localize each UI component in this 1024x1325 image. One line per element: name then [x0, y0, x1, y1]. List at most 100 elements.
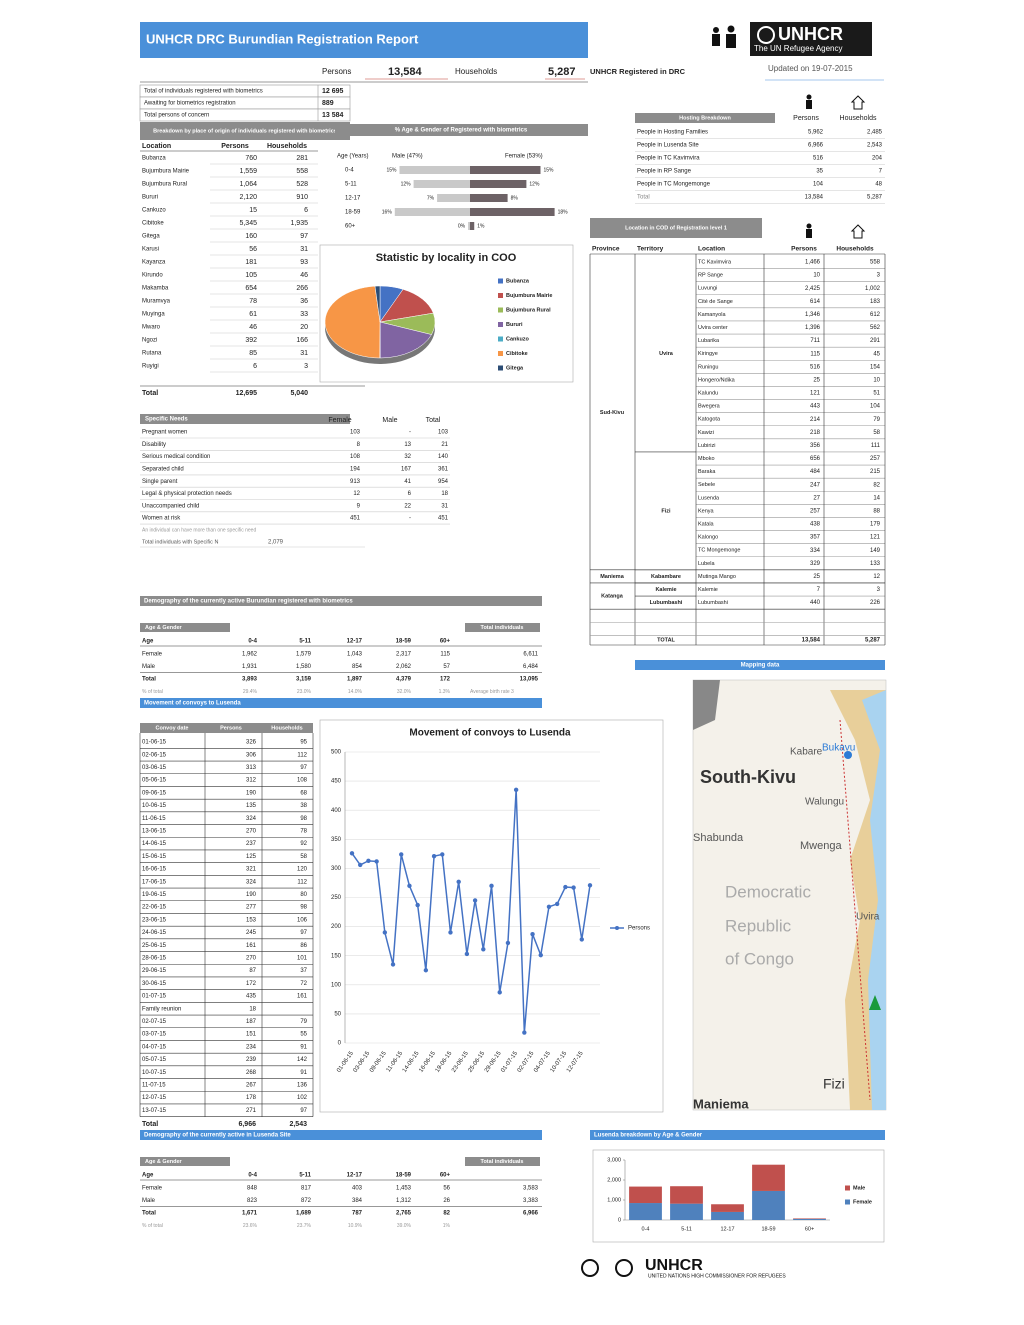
label: Karusi [142, 247, 159, 253]
label: 848 [247, 1186, 258, 1192]
legend-swatch [498, 351, 503, 356]
label: 101 [297, 955, 308, 961]
label: 18 [249, 1006, 256, 1012]
bar-segment [670, 1186, 703, 1204]
label: 22-06-15 [142, 905, 167, 911]
label: 41 [404, 479, 411, 485]
label: 97 [300, 233, 308, 240]
label: 516 [810, 364, 821, 370]
label: 8 [357, 442, 361, 448]
label: 516 [813, 156, 824, 162]
person-icon [806, 223, 812, 229]
label: 121 [810, 391, 821, 397]
label: 19-06-15 [142, 892, 167, 898]
label: % of total [142, 1223, 163, 1229]
map-label: Bukavu [822, 743, 855, 754]
label: People in Lusenda Site [637, 143, 699, 149]
pie-slice [374, 285, 381, 323]
label: Age [142, 1173, 154, 1179]
label: 204 [872, 156, 883, 162]
label: 334 [810, 548, 821, 554]
label: 135 [246, 803, 257, 809]
label: 324 [246, 816, 257, 822]
label: Households [455, 67, 497, 76]
label: Sud-Kivu [600, 410, 624, 416]
label: 13,584 [388, 66, 423, 78]
label: 277 [246, 905, 257, 911]
legend-swatch [845, 1185, 850, 1191]
label: 13,584 [805, 195, 824, 201]
label: 25 [813, 574, 820, 580]
label: 5,040 [290, 390, 308, 397]
label: 3,159 [296, 677, 312, 683]
line-point [522, 1030, 527, 1035]
label: 1,346 [805, 312, 821, 318]
map-label: South-Kivu [700, 767, 796, 787]
label: Updated on 19-07-2015 [768, 64, 853, 73]
label: 102 [297, 1095, 308, 1101]
label: 324 [246, 879, 257, 885]
line-point [563, 884, 568, 890]
bar-segment [752, 1190, 785, 1220]
label: Kabambare [651, 574, 681, 580]
label: Bwegera [698, 404, 721, 410]
label: 48 [875, 182, 882, 188]
map-label: Democratic [725, 882, 811, 901]
label: 37 [300, 968, 307, 974]
logo-emblem [757, 26, 775, 44]
label: 913 [350, 479, 361, 485]
label: 17-06-15 [142, 879, 167, 885]
label: Specific Needs [145, 417, 188, 423]
line-point [554, 901, 560, 907]
label: Baraka [698, 469, 716, 475]
label: Lubarika [698, 338, 720, 344]
y-tick-label: 100 [331, 982, 342, 988]
label: 5-11 [299, 639, 311, 645]
line-point [407, 883, 412, 889]
line-point [538, 952, 543, 958]
label: 56 [443, 1186, 450, 1192]
label: 31 [300, 246, 308, 253]
label: 612 [870, 312, 881, 318]
label: 51 [873, 391, 880, 397]
label: 161 [246, 943, 257, 949]
label: 3,583 [523, 1186, 539, 1192]
label: Fizi [661, 508, 671, 514]
label: Location [142, 143, 171, 150]
label: 97 [300, 765, 307, 771]
label: Awaiting for biometrics registration [144, 101, 236, 107]
bar-segment [711, 1211, 744, 1220]
label: 27 [813, 495, 820, 501]
x-tick-label: 18-59 [761, 1226, 775, 1232]
label: 10 [873, 377, 880, 383]
label: Female [142, 652, 163, 658]
line-point [513, 787, 519, 793]
label: 5,287 [548, 66, 576, 78]
footer-logo: UNHCR [645, 1257, 703, 1274]
label: 88 [873, 508, 880, 514]
label: TC Mongemonge [698, 548, 741, 554]
sub-header [140, 623, 230, 632]
label: 291 [870, 338, 881, 344]
label: 562 [870, 325, 881, 331]
x-tick-label: 60+ [805, 1226, 814, 1232]
label: 1% [477, 223, 485, 229]
label: Cité de Sange [698, 299, 733, 305]
label: 151 [246, 1032, 257, 1038]
label: RP Sange [698, 273, 723, 279]
label: 56 [249, 246, 257, 253]
label: Gitega [142, 234, 160, 240]
label: Ngozi [142, 338, 157, 344]
label: Age & Gender [145, 1159, 183, 1165]
label: 39.0% [397, 1223, 412, 1229]
label: 2,543 [867, 143, 883, 149]
legend-marker [615, 926, 619, 930]
label: 558 [296, 168, 308, 175]
label: 4,379 [396, 677, 412, 683]
label: Makamba [142, 286, 169, 292]
label: 103 [350, 430, 361, 436]
male-bar [399, 166, 470, 174]
label: 11-06-15 [142, 816, 166, 822]
label: Age (Years) [337, 154, 368, 160]
